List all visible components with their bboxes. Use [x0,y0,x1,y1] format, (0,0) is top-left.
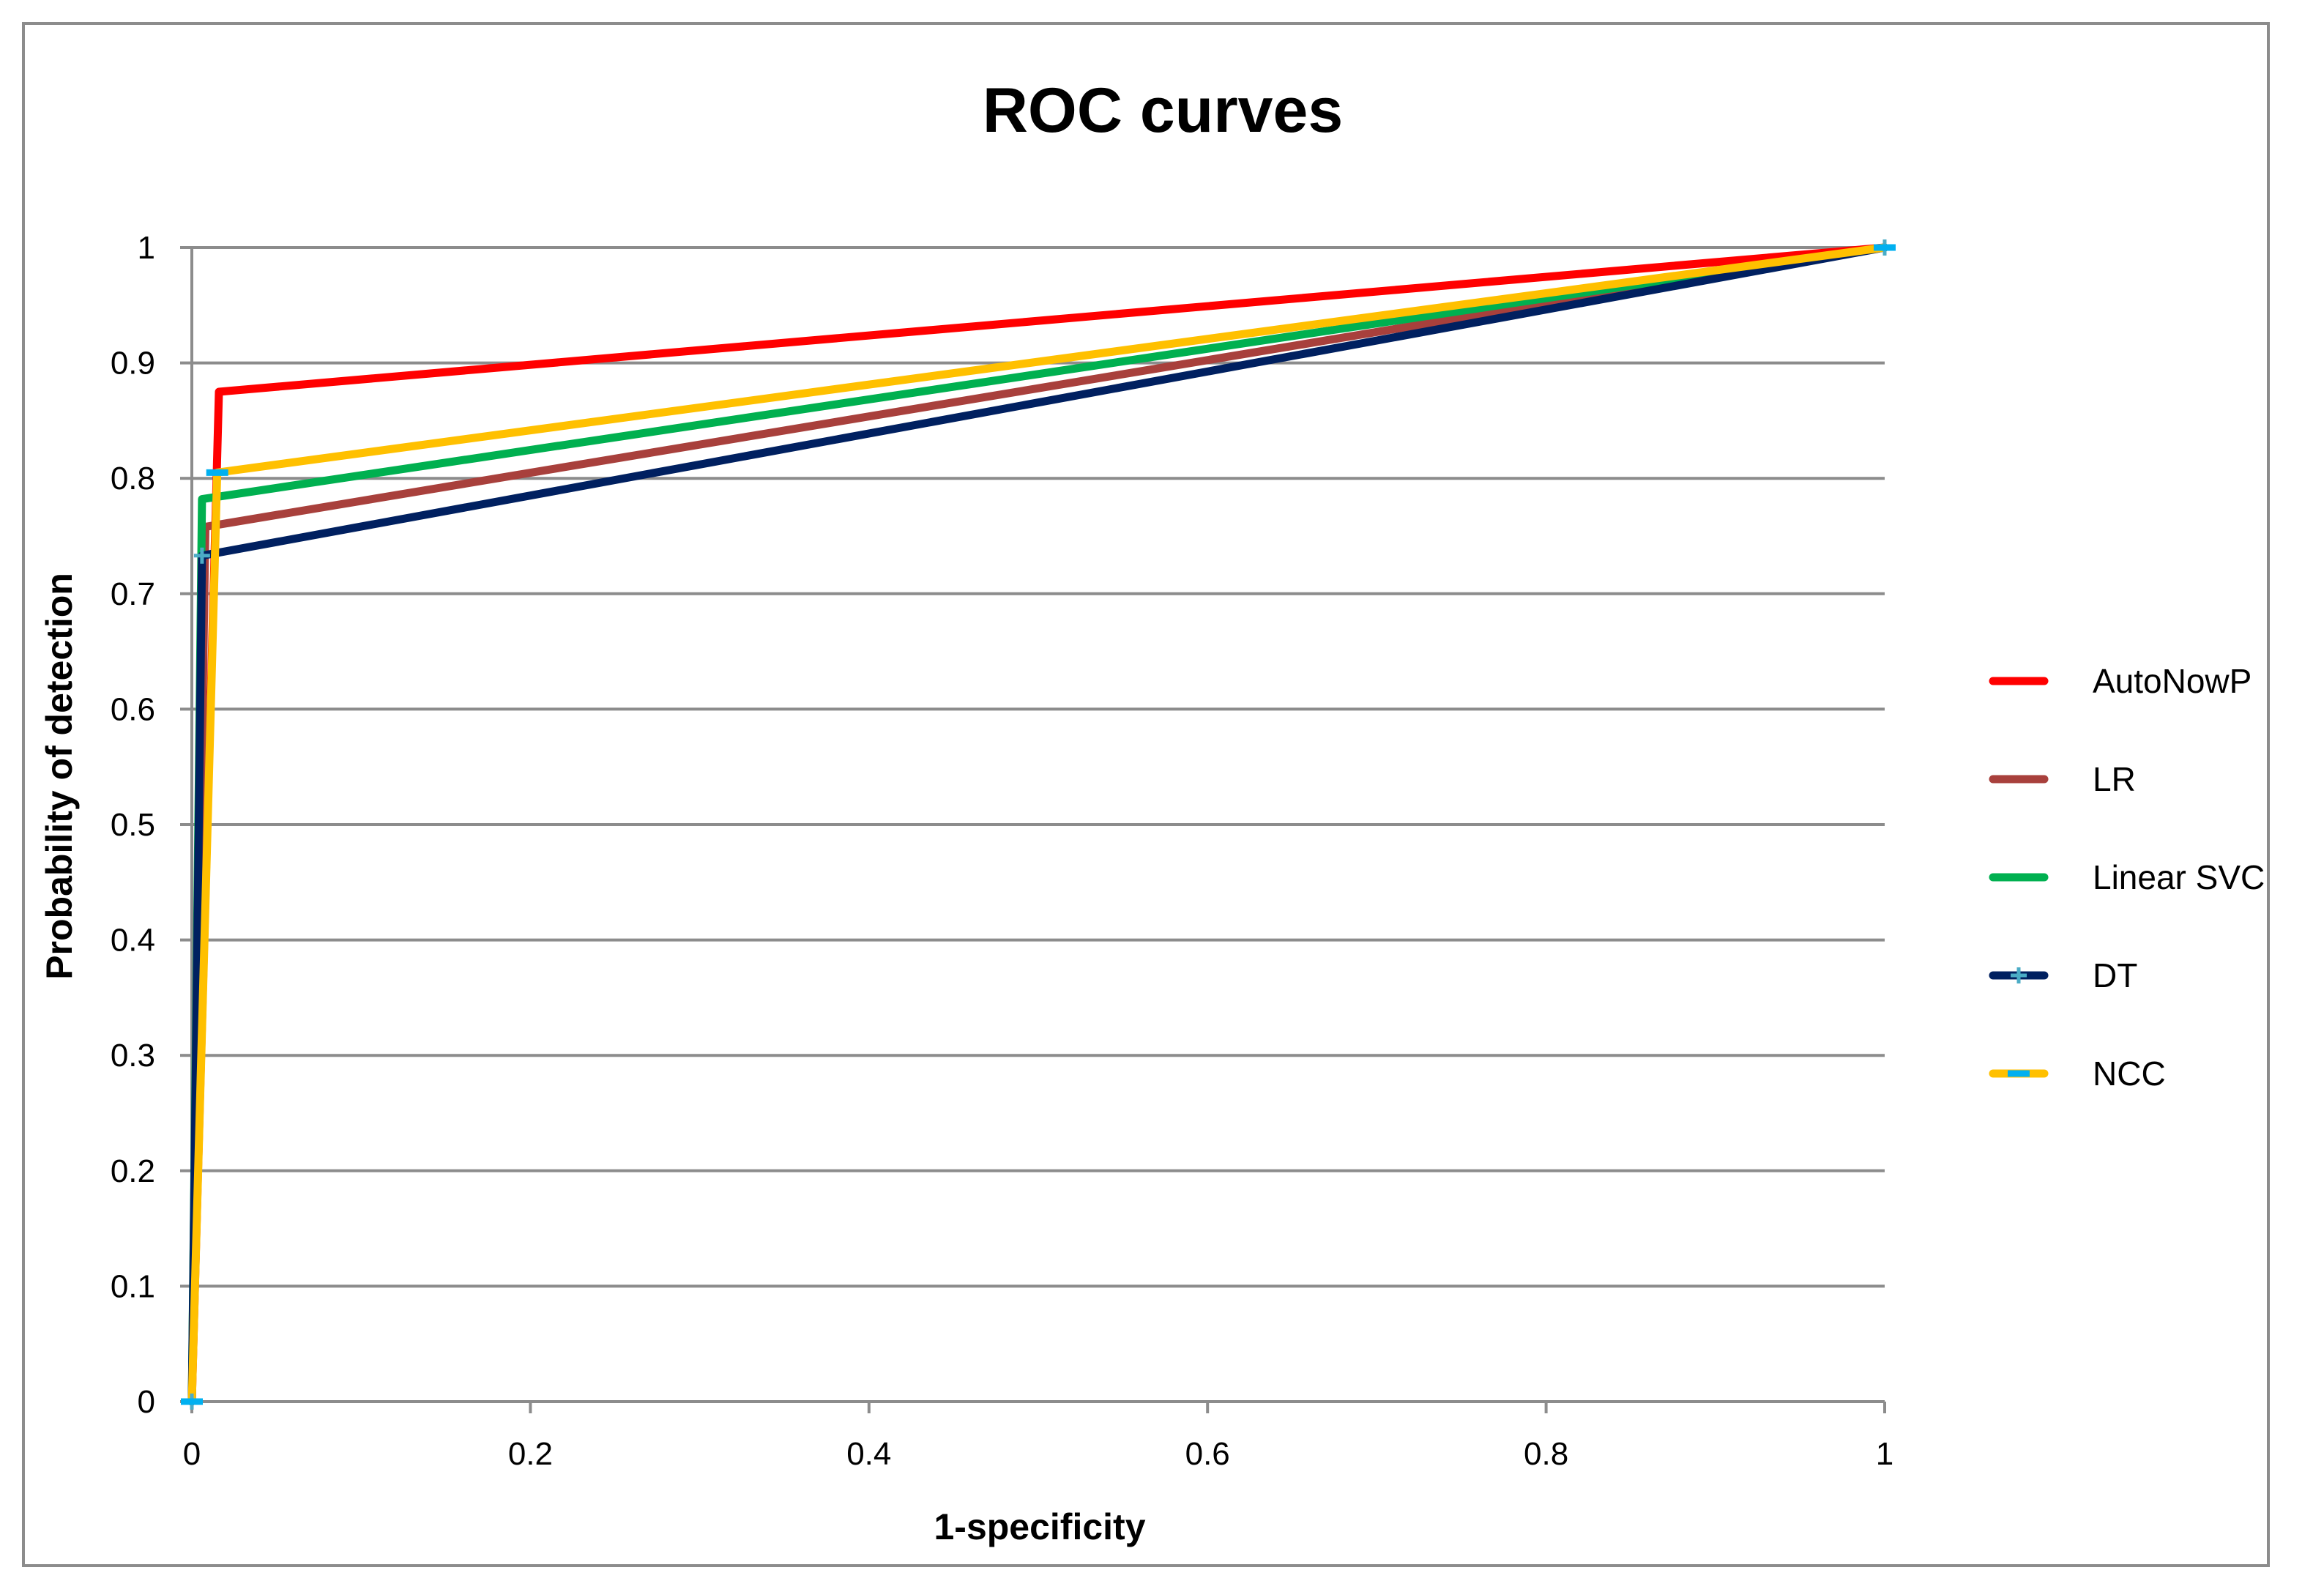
x-tick-label: 0 [183,1436,201,1472]
legend-label-autonowp: AutoNowP [2093,662,2252,700]
y-tick-label: 0.1 [111,1268,155,1304]
x-tick-label: 0.6 [1185,1436,1230,1472]
y-tick-label: 0.5 [111,807,155,843]
y-tick-labels: 0 0.1 0.2 0.3 0.4 0.5 0.6 0.7 0.8 0.9 1 [111,230,155,1420]
chart-title: ROC curves [983,75,1343,146]
y-tick-label: 0.2 [111,1153,155,1189]
legend-marker-dt [2011,967,2027,983]
legend: AutoNowP LR Linear SVC DT NCC [1989,662,2265,1093]
x-tick-labels: 0 0.2 0.4 0.6 0.8 1 [183,1436,1893,1472]
y-axis-label: Probability of detection [39,573,80,980]
marker-dt [193,547,210,564]
y-tick-label: 0.4 [111,923,155,959]
legend-label-lr: LR [2093,760,2136,798]
x-tick-label: 0.8 [1524,1436,1568,1472]
y-tick-label: 0.7 [111,576,155,612]
legend-label-linear-svc: Linear SVC [2093,858,2265,896]
x-axis-label: 1-specificity [934,1506,1145,1547]
y-tick-label: 0.9 [111,346,155,382]
y-tick-label: 0.3 [111,1038,155,1074]
y-tick-label: 0 [138,1384,155,1420]
x-tick-label: 0.2 [508,1436,553,1472]
axes [180,246,1886,1413]
y-tick-label: 1 [138,230,155,266]
chart-frame [22,22,2270,1567]
y-tick-label: 0.8 [111,461,155,496]
legend-label-ncc: NCC [2093,1054,2166,1093]
y-tick-label: 0.6 [111,691,155,727]
x-tick-label: 1 [1876,1436,1893,1472]
legend-label-dt: DT [2093,956,2137,994]
series-markers [181,239,1896,1410]
x-tick-label: 0.4 [846,1436,891,1472]
